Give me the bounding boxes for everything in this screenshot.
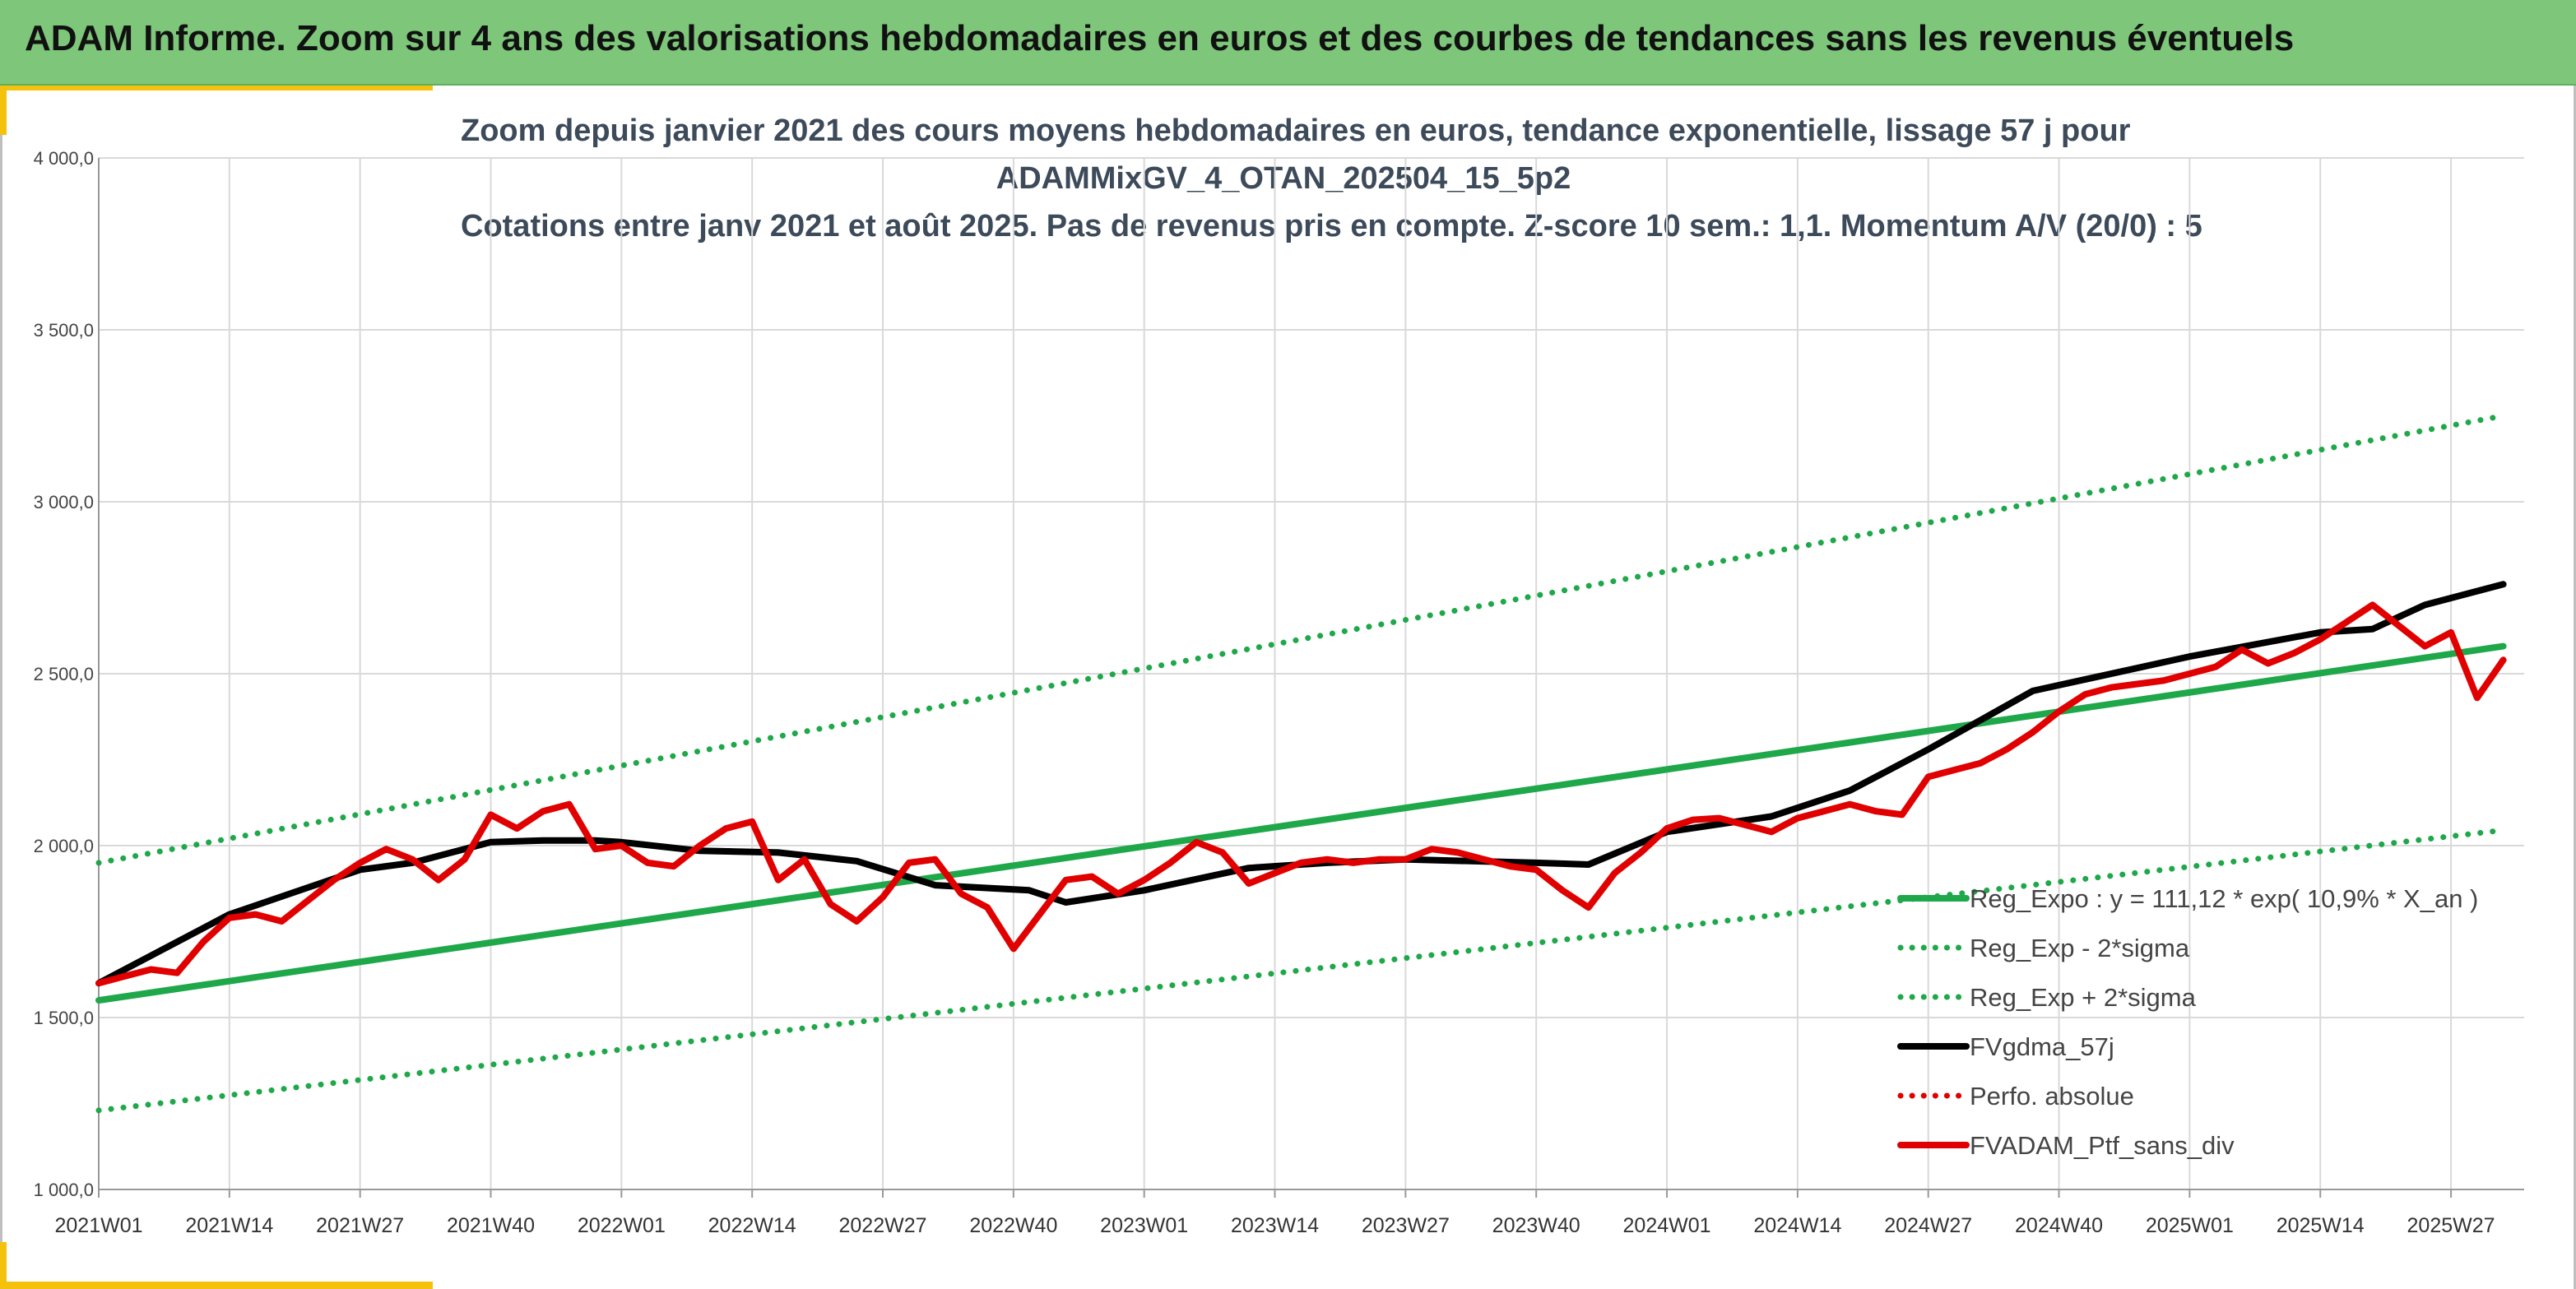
- series-line-3: [95, 581, 2507, 987]
- legend-label-1: Reg_Exp - 2*sigma: [1970, 934, 2190, 962]
- x-tick-label: 2022W27: [839, 1214, 927, 1237]
- chart-title-line-1: Zoom depuis janvier 2021 des cours moyen…: [461, 114, 2131, 148]
- header-banner: ADAM Informe. Zoom sur 4 ans des valoris…: [0, 0, 2576, 86]
- legend-label-5: FVADAM_Ptf_sans_div: [1970, 1131, 2235, 1160]
- x-tick-label: 2021W40: [447, 1214, 535, 1237]
- legend: Reg_Expo : y = 111,12 * exp( 10,9% * X_a…: [1897, 884, 2478, 1160]
- x-tick-label: 2024W40: [2015, 1214, 2103, 1237]
- corner-accent-top-side: [0, 86, 7, 135]
- x-tick-label: 2023W40: [1492, 1214, 1580, 1237]
- legend-label-4: Perfo. absolue: [1970, 1082, 2134, 1110]
- corner-accent-bottom: [0, 1282, 433, 1289]
- x-tick-label: 2022W14: [708, 1214, 796, 1237]
- grid-lines: [98, 157, 2524, 1190]
- x-tick-label: 2022W01: [578, 1214, 666, 1237]
- x-tick-label: 2025W01: [2146, 1214, 2234, 1237]
- y-tick-label: 3 500,0: [34, 320, 94, 341]
- x-tick-label: 2024W27: [1884, 1214, 1972, 1237]
- series-line-5: [95, 601, 2507, 987]
- y-tick-label: 3 000,0: [34, 492, 94, 512]
- legend-label-3: FVgdma_57j: [1970, 1032, 2114, 1061]
- chart-frame: [0, 86, 2576, 1289]
- corner-accent-top: [0, 86, 433, 90]
- axes: 1 000,0 1 500,0 2 000,0 2 500,0 3 000,0 3 500…: [34, 148, 2524, 1237]
- y-tick-label: 1 000,0: [34, 1180, 94, 1200]
- chart-title-line-2: ADAMMixGV_4_OTAN_202504_15_5p2: [996, 161, 1571, 196]
- x-tick-label: 2023W14: [1231, 1214, 1319, 1237]
- x-tick-label: 2021W14: [185, 1214, 273, 1237]
- series-layer: [95, 413, 2507, 1114]
- legend-label-0: Reg_Expo : y = 111,12 * exp( 10,9% * X_a…: [1970, 884, 2478, 913]
- series-line-0: [95, 642, 2507, 1004]
- x-tick-label: 2022W40: [969, 1214, 1057, 1237]
- x-tick-label: 2024W01: [1623, 1214, 1711, 1237]
- x-tick-label: 2021W27: [316, 1214, 404, 1237]
- y-tick-label: 2 500,0: [34, 664, 94, 684]
- chart-title-line-3: Cotations entre janv 2021 et août 2025. …: [461, 209, 2202, 243]
- x-tick-label: 2025W14: [2277, 1214, 2365, 1237]
- series-line-2: [95, 413, 2507, 866]
- series-line-1: [95, 827, 2507, 1114]
- x-tick-label: 2025W27: [2407, 1214, 2495, 1237]
- x-tick-label: 2024W14: [1753, 1214, 1841, 1237]
- corner-accent-bottom-side: [0, 1242, 7, 1289]
- legend-label-2: Reg_Exp + 2*sigma: [1970, 983, 2197, 1012]
- y-tick-label: 4 000,0: [34, 148, 94, 169]
- x-tick-label: 2023W27: [1362, 1214, 1450, 1237]
- banner-title: ADAM Informe. Zoom sur 4 ans des valoris…: [25, 18, 2295, 58]
- x-tick-label: 2021W01: [54, 1214, 142, 1237]
- x-tick-label: 2023W01: [1100, 1214, 1188, 1237]
- y-tick-label: 1 500,0: [34, 1008, 94, 1028]
- y-tick-label: 2 000,0: [34, 836, 94, 856]
